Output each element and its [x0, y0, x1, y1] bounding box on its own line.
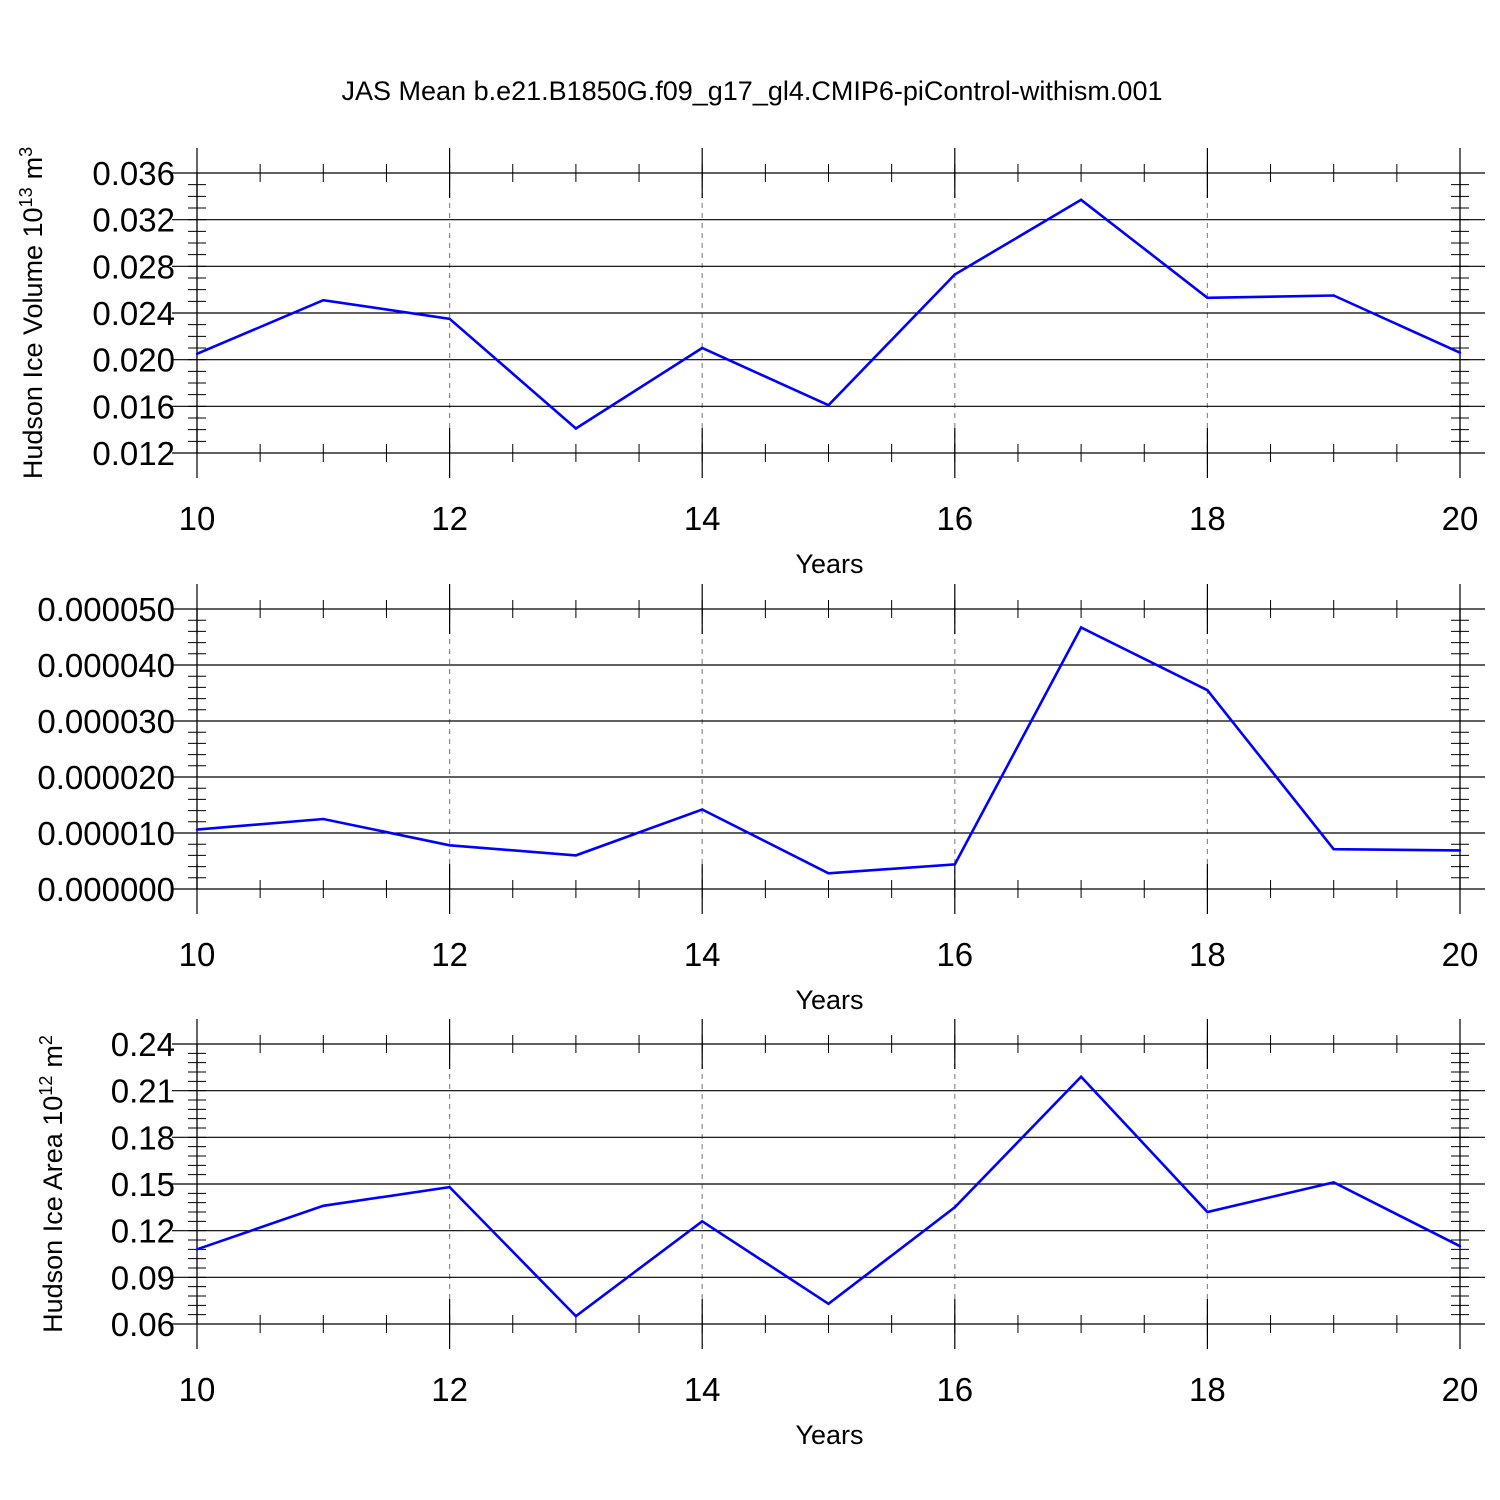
data-point	[322, 298, 325, 302]
data-point	[827, 1302, 830, 1305]
x-tick-label: 14	[684, 936, 721, 973]
x-tick-label: 20	[1442, 936, 1479, 973]
y-axis-label: Hudson Ice Area 1012 m2	[36, 1035, 68, 1333]
data-point	[574, 1315, 578, 1318]
data-point	[701, 346, 704, 350]
x-tick-label: 10	[179, 936, 216, 973]
data-point	[195, 352, 199, 356]
x-tick-label: 18	[1189, 936, 1226, 973]
y-tick-label: 0.020	[92, 342, 175, 379]
data-point	[448, 317, 451, 321]
y-tick-label: 0.12	[111, 1213, 175, 1250]
x-tick-label: 12	[431, 1371, 468, 1408]
y-tick-label: 0.000050	[37, 591, 175, 628]
x-tick-label: 18	[1189, 500, 1226, 537]
data-point	[195, 828, 199, 831]
y-tick-label: 0.000000	[37, 871, 175, 908]
data-point	[953, 1206, 956, 1209]
y-tick-label: 0.000040	[37, 647, 175, 684]
data-point	[322, 817, 325, 821]
x-tick-label: 20	[1442, 1371, 1479, 1408]
data-point	[1206, 689, 1209, 692]
x-axis-label: Years	[795, 1420, 863, 1450]
x-tick-label: 16	[936, 936, 973, 973]
x-tick-label: 10	[179, 1371, 216, 1408]
y-axis-label-ylabel-main: Hudson Ice Volume 10	[18, 207, 48, 479]
x-tick-label: 16	[936, 500, 973, 537]
y-axis-label-ylabel-unit-sup: 2	[36, 1035, 56, 1045]
data-point	[448, 844, 451, 847]
data-point	[1079, 1075, 1083, 1078]
data-point	[1458, 351, 1462, 354]
data-point	[701, 808, 704, 811]
y-axis-label-ylabel-unit: m	[18, 157, 48, 180]
y-tick-label: 0.000010	[37, 815, 175, 852]
y-tick-label: 0.028	[92, 248, 175, 285]
y-tick-label: 0.016	[92, 388, 175, 425]
y-axis-label-ylabel-sup: 13	[16, 187, 36, 207]
data-point	[1332, 848, 1335, 851]
x-tick-label: 16	[936, 1371, 973, 1408]
data-point	[1332, 1181, 1335, 1184]
data-point	[1079, 198, 1083, 202]
y-tick-label: 0.000030	[37, 703, 175, 740]
y-tick-label: 0.036	[92, 155, 175, 192]
y-tick-label: 0.024	[92, 295, 175, 332]
y-tick-label: 0.24	[111, 1026, 175, 1063]
chart-panel-1: 0.012 0.016 0.020 0.024 0.028 0.032 0.036 10 12 1…	[16, 147, 1485, 579]
y-axis-label-ylabel-unit: m	[38, 1045, 68, 1068]
data-point	[1332, 294, 1335, 297]
figure-title: JAS Mean b.e21.B1850G.f09_g17_gl4.CMIP6-…	[342, 76, 1163, 106]
data-point	[1206, 1210, 1209, 1214]
panels: 0.012 0.016 0.020 0.024 0.028 0.032 0.036 10 12 1…	[16, 147, 1485, 1450]
data-point	[1206, 296, 1209, 300]
y-tick-label: 0.21	[111, 1073, 175, 1110]
x-axis-label: Years	[795, 549, 863, 579]
data-point	[701, 1220, 704, 1223]
data-point	[574, 427, 578, 430]
x-axis-label: Years	[795, 985, 863, 1015]
y-tick-label: 0.15	[111, 1166, 175, 1203]
data-point	[827, 872, 830, 875]
y-tick-label: 0.032	[92, 202, 175, 239]
y-tick-label: 0.012	[92, 435, 175, 472]
data-point	[1458, 849, 1462, 852]
y-axis-label-ylabel-sup: 12	[36, 1076, 56, 1096]
x-tick-label: 18	[1189, 1371, 1226, 1408]
y-axis-label-ylabel-unit-sup: 3	[16, 147, 36, 157]
x-tick-label: 10	[179, 500, 216, 537]
data-point	[1458, 1245, 1462, 1248]
data-point	[1079, 626, 1083, 629]
data-point	[448, 1185, 451, 1189]
y-axis-label: Hudson Ice Volume 1013 m3	[16, 147, 48, 479]
chart-panel-3: 0.06 0.09 0.12 0.15 0.18 0.21 0.24 10 12 14 16 18 20…	[36, 1019, 1485, 1450]
data-point	[827, 403, 830, 407]
x-tick-label: 20	[1442, 500, 1479, 537]
x-tick-label: 12	[431, 936, 468, 973]
data-point	[953, 863, 956, 866]
x-tick-label: 14	[684, 500, 721, 537]
data-point	[574, 854, 578, 857]
data-point	[953, 273, 956, 276]
x-tick-label: 12	[431, 500, 468, 537]
y-tick-label: 0.18	[111, 1119, 175, 1156]
data-point	[195, 1248, 199, 1251]
y-tick-label: 0.06	[111, 1306, 175, 1343]
data-point	[322, 1204, 325, 1207]
chart-panel-2: 0.000000 0.000010 0.000020 0.000030 0.000040…	[37, 584, 1485, 1015]
y-tick-label: 0.000020	[37, 759, 175, 796]
y-axis-label-ylabel-main: Hudson Ice Area 10	[38, 1096, 68, 1333]
y-tick-label: 0.09	[111, 1259, 175, 1296]
x-tick-label: 14	[684, 1371, 721, 1408]
